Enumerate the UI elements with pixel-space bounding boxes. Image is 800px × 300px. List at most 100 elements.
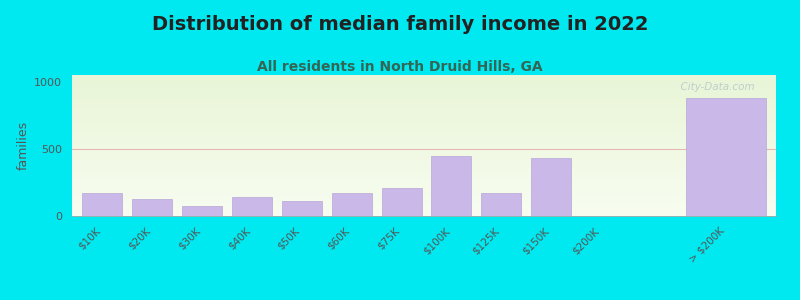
- Bar: [72, 165, 776, 166]
- Bar: [72, 144, 776, 145]
- Bar: [72, 211, 776, 212]
- Bar: [72, 167, 776, 168]
- Bar: [531, 158, 571, 216]
- Bar: [72, 93, 776, 94]
- Bar: [72, 126, 776, 127]
- Bar: [72, 205, 776, 206]
- Bar: [72, 154, 776, 155]
- Bar: [72, 162, 776, 163]
- Bar: [72, 130, 776, 131]
- Bar: [72, 191, 776, 192]
- Bar: [72, 84, 776, 85]
- Bar: [72, 140, 776, 141]
- Bar: [72, 76, 776, 77]
- Bar: [72, 198, 776, 199]
- Bar: [72, 176, 776, 177]
- Bar: [72, 182, 776, 183]
- Bar: [72, 121, 776, 122]
- Bar: [72, 157, 776, 158]
- Bar: [232, 197, 272, 216]
- Bar: [72, 214, 776, 215]
- Bar: [72, 124, 776, 125]
- Bar: [72, 159, 776, 160]
- Bar: [72, 148, 776, 149]
- Bar: [82, 193, 122, 216]
- Bar: [72, 177, 776, 178]
- Bar: [72, 181, 776, 182]
- Bar: [72, 152, 776, 153]
- Bar: [72, 155, 776, 156]
- Bar: [72, 185, 776, 186]
- Bar: [72, 101, 776, 102]
- Bar: [72, 192, 776, 193]
- Bar: [72, 136, 776, 137]
- Bar: [332, 193, 371, 216]
- Bar: [72, 107, 776, 108]
- Bar: [72, 86, 776, 87]
- Bar: [72, 200, 776, 201]
- Bar: [72, 125, 776, 126]
- Bar: [72, 92, 776, 93]
- Bar: [72, 113, 776, 114]
- Bar: [72, 123, 776, 124]
- Bar: [72, 188, 776, 189]
- Bar: [72, 215, 776, 216]
- Bar: [72, 199, 776, 200]
- Bar: [72, 209, 776, 210]
- Bar: [72, 135, 776, 136]
- Bar: [72, 117, 776, 118]
- Bar: [72, 203, 776, 204]
- Bar: [182, 206, 222, 216]
- Bar: [72, 193, 776, 194]
- Bar: [72, 202, 776, 203]
- Bar: [72, 120, 776, 121]
- Bar: [72, 91, 776, 92]
- Bar: [72, 132, 776, 133]
- Bar: [72, 110, 776, 111]
- Bar: [72, 175, 776, 176]
- Bar: [72, 149, 776, 150]
- Bar: [72, 105, 776, 106]
- Bar: [72, 78, 776, 79]
- Bar: [72, 98, 776, 99]
- Bar: [72, 189, 776, 190]
- Bar: [72, 161, 776, 162]
- Bar: [72, 137, 776, 138]
- Bar: [72, 150, 776, 151]
- Bar: [72, 102, 776, 103]
- Bar: [72, 142, 776, 143]
- Bar: [72, 212, 776, 213]
- Bar: [132, 199, 172, 216]
- Bar: [72, 197, 776, 198]
- Bar: [72, 156, 776, 157]
- Bar: [72, 111, 776, 112]
- Bar: [282, 201, 322, 216]
- Bar: [72, 129, 776, 130]
- Bar: [72, 127, 776, 128]
- Bar: [72, 190, 776, 191]
- Bar: [72, 186, 776, 187]
- Bar: [72, 204, 776, 205]
- Bar: [72, 213, 776, 214]
- Bar: [72, 143, 776, 144]
- Bar: [72, 196, 776, 197]
- Bar: [72, 85, 776, 86]
- Bar: [686, 98, 766, 216]
- Bar: [72, 106, 776, 107]
- Bar: [72, 96, 776, 97]
- Bar: [72, 83, 776, 84]
- Bar: [72, 147, 776, 148]
- Bar: [72, 100, 776, 101]
- Bar: [72, 94, 776, 95]
- Bar: [72, 172, 776, 173]
- Bar: [72, 146, 776, 147]
- Bar: [431, 156, 471, 216]
- Bar: [72, 206, 776, 207]
- Bar: [72, 79, 776, 80]
- Bar: [72, 171, 776, 172]
- Bar: [72, 178, 776, 179]
- Bar: [72, 97, 776, 98]
- Text: City-Data.com: City-Data.com: [674, 82, 755, 92]
- Bar: [72, 108, 776, 109]
- Bar: [72, 184, 776, 185]
